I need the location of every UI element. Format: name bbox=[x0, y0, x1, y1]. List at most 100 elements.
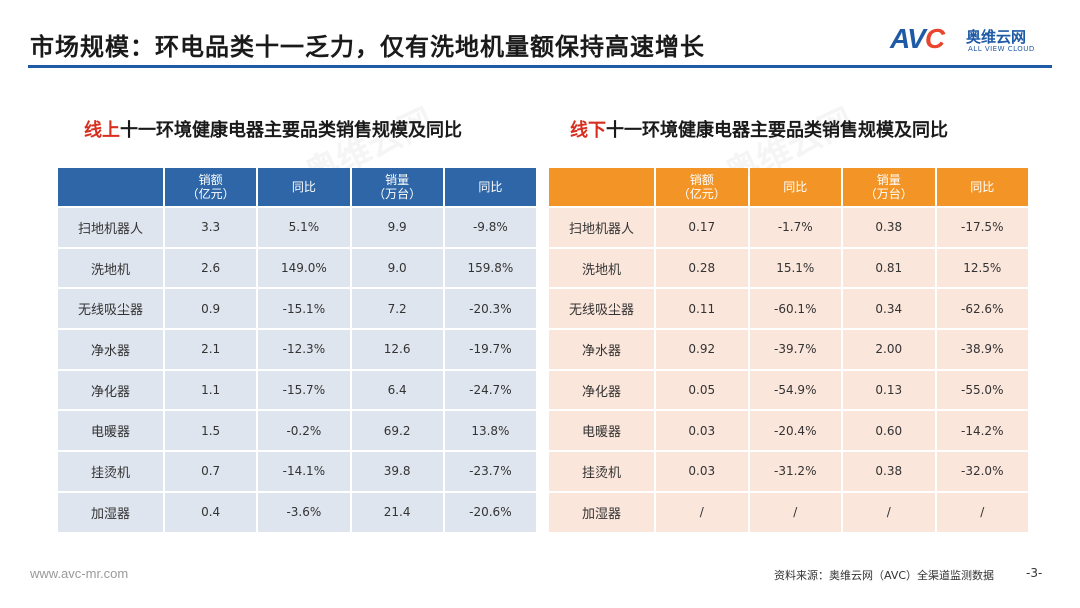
value-cell: -39.7% bbox=[749, 330, 841, 369]
header-cell: 同比 bbox=[749, 168, 841, 206]
value-cell: 2.6 bbox=[165, 248, 257, 288]
online-title-highlight: 线上 bbox=[84, 120, 120, 141]
category-cell: 无线吸尘器 bbox=[58, 289, 163, 329]
category-cell: 洗地机 bbox=[549, 248, 654, 288]
value-cell: 159.8% bbox=[444, 248, 536, 288]
value-cell: / bbox=[656, 492, 748, 532]
data-source-note: 资料来源：奥维云网（AVC）全渠道监测数据 bbox=[774, 569, 995, 582]
value-cell: -3.6% bbox=[258, 492, 350, 532]
offline-title-rest: 十一环境健康电器主要品类销售规模及同比 bbox=[606, 120, 948, 141]
value-cell: -31.2% bbox=[749, 452, 841, 491]
page-number: -3- bbox=[1026, 566, 1043, 580]
value-cell: 21.4 bbox=[351, 492, 443, 532]
table-row: 加湿器 / / / / bbox=[549, 492, 1028, 532]
table-row: 加湿器 0.4 -3.6% 21.4 -20.6% bbox=[58, 492, 536, 532]
value-cell: -0.2% bbox=[258, 411, 350, 451]
category-cell: 净化器 bbox=[549, 370, 654, 410]
value-cell: -19.7% bbox=[444, 330, 536, 369]
value-cell: 0.7 bbox=[165, 452, 257, 491]
value-cell: -20.4% bbox=[749, 411, 841, 451]
category-cell: 挂烫机 bbox=[549, 452, 654, 491]
header-divider bbox=[28, 65, 1052, 68]
value-cell: 0.4 bbox=[165, 492, 257, 532]
value-cell: 9.0 bbox=[351, 248, 443, 288]
value-cell: 0.03 bbox=[656, 411, 748, 451]
value-cell: 0.38 bbox=[843, 452, 935, 491]
value-cell: -24.7% bbox=[444, 370, 536, 410]
header-cell: 同比 bbox=[258, 168, 350, 206]
page-title: 市场规模：环电品类十一乏力，仅有洗地机量额保持高速增长 bbox=[30, 33, 705, 61]
header-cell: 同比 bbox=[444, 168, 536, 206]
value-cell: 39.8 bbox=[351, 452, 443, 491]
value-cell: -32.0% bbox=[936, 452, 1028, 491]
value-cell: 6.4 bbox=[351, 370, 443, 410]
value-cell: 9.9 bbox=[351, 208, 443, 247]
category-cell: 加湿器 bbox=[58, 492, 163, 532]
slide-header: 市场规模：环电品类十一乏力，仅有洗地机量额保持高速增长 AVC 奥维云网 ALL… bbox=[0, 0, 1080, 68]
category-cell: 扫地机器人 bbox=[58, 208, 163, 247]
category-cell: 扫地机器人 bbox=[549, 208, 654, 247]
value-cell: 0.03 bbox=[656, 452, 748, 491]
value-cell: / bbox=[843, 492, 935, 532]
value-cell: -60.1% bbox=[749, 289, 841, 329]
category-cell: 洗地机 bbox=[58, 248, 163, 288]
value-cell: 2.00 bbox=[843, 330, 935, 369]
value-cell: 0.92 bbox=[656, 330, 748, 369]
value-cell: 1.5 bbox=[165, 411, 257, 451]
value-cell: 0.81 bbox=[843, 248, 935, 288]
offline-sales-table: 销额 （亿元） 同比 销量 （万台） 同比 扫地机器人 0.17 -1.7% 0.38 -17… bbox=[547, 166, 1030, 534]
value-cell: 1.1 bbox=[165, 370, 257, 410]
category-cell: 电暖器 bbox=[549, 411, 654, 451]
value-cell: 0.28 bbox=[656, 248, 748, 288]
table-row: 电暖器 0.03 -20.4% 0.60 -14.2% bbox=[549, 411, 1028, 451]
header-cell-empty bbox=[549, 168, 654, 206]
table-row: 挂烫机 0.03 -31.2% 0.38 -32.0% bbox=[549, 452, 1028, 491]
category-cell: 净化器 bbox=[58, 370, 163, 410]
table-row: 洗地机 2.6 149.0% 9.0 159.8% bbox=[58, 248, 536, 288]
value-cell: 0.13 bbox=[843, 370, 935, 410]
value-cell: 0.34 bbox=[843, 289, 935, 329]
header-cell: 销额 （亿元） bbox=[165, 168, 257, 206]
footer-url: www.avc-mr.com bbox=[30, 566, 129, 581]
table-row: 净水器 0.92 -39.7% 2.00 -38.9% bbox=[549, 330, 1028, 369]
value-cell: -14.2% bbox=[936, 411, 1028, 451]
category-cell: 挂烫机 bbox=[58, 452, 163, 491]
header-cell: 销额 （亿元） bbox=[656, 168, 748, 206]
value-cell: / bbox=[749, 492, 841, 532]
value-cell: / bbox=[936, 492, 1028, 532]
category-cell: 净水器 bbox=[58, 330, 163, 369]
value-cell: 0.9 bbox=[165, 289, 257, 329]
category-cell: 电暖器 bbox=[58, 411, 163, 451]
value-cell: 0.38 bbox=[843, 208, 935, 247]
header-cell: 同比 bbox=[936, 168, 1028, 206]
value-cell: -20.3% bbox=[444, 289, 536, 329]
category-cell: 无线吸尘器 bbox=[549, 289, 654, 329]
table-row: 扫地机器人 3.3 5.1% 9.9 -9.8% bbox=[58, 208, 536, 247]
value-cell: -12.3% bbox=[258, 330, 350, 369]
category-cell: 加湿器 bbox=[549, 492, 654, 532]
value-cell: -54.9% bbox=[749, 370, 841, 410]
online-table-title: 线上十一环境健康电器主要品类销售规模及同比 bbox=[84, 116, 462, 142]
value-cell: 69.2 bbox=[351, 411, 443, 451]
header-cell: 销量 （万台） bbox=[843, 168, 935, 206]
value-cell: 15.1% bbox=[749, 248, 841, 288]
avc-logo: AVC 奥维云网 ALL VIEW CLOUD bbox=[890, 24, 1055, 58]
value-cell: 3.3 bbox=[165, 208, 257, 247]
table-row: 扫地机器人 0.17 -1.7% 0.38 -17.5% bbox=[549, 208, 1028, 247]
value-cell: -20.6% bbox=[444, 492, 536, 532]
value-cell: -15.7% bbox=[258, 370, 350, 410]
offline-table-title: 线下十一环境健康电器主要品类销售规模及同比 bbox=[570, 116, 948, 142]
table-row: 净水器 2.1 -12.3% 12.6 -19.7% bbox=[58, 330, 536, 369]
value-cell: -15.1% bbox=[258, 289, 350, 329]
table-header-row: 销额 （亿元） 同比 销量 （万台） 同比 bbox=[549, 168, 1028, 206]
value-cell: -17.5% bbox=[936, 208, 1028, 247]
table-row: 无线吸尘器 0.11 -60.1% 0.34 -62.6% bbox=[549, 289, 1028, 329]
value-cell: 0.60 bbox=[843, 411, 935, 451]
value-cell: -38.9% bbox=[936, 330, 1028, 369]
value-cell: -62.6% bbox=[936, 289, 1028, 329]
value-cell: -55.0% bbox=[936, 370, 1028, 410]
value-cell: 5.1% bbox=[258, 208, 350, 247]
category-cell: 净水器 bbox=[549, 330, 654, 369]
value-cell: -23.7% bbox=[444, 452, 536, 491]
table-header-row: 销额 （亿元） 同比 销量 （万台） 同比 bbox=[58, 168, 536, 206]
